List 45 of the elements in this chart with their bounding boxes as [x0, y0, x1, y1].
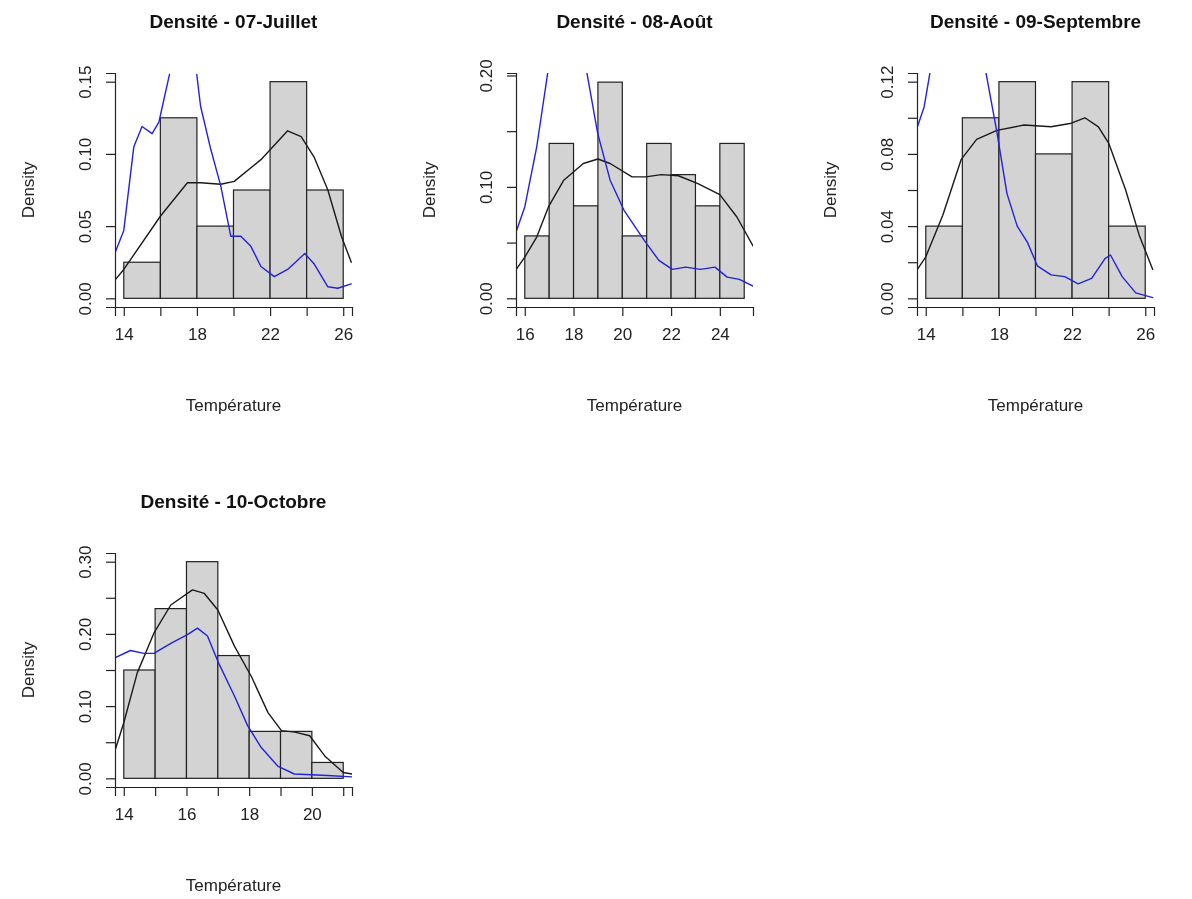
y-axis-title: Density: [19, 641, 38, 699]
x-axis-title: Température: [185, 396, 282, 415]
x-tick-label: 18: [240, 805, 260, 825]
y-tick-label: 0.20: [477, 59, 496, 93]
x-tick-label: 20: [302, 805, 322, 825]
x-tick-label: 16: [515, 325, 535, 345]
x-tick-label: 18: [187, 325, 207, 345]
y-tick-label: 0.04: [878, 210, 897, 244]
x-tick-label: 16: [177, 805, 197, 825]
y-tick-label: 0.00: [477, 282, 496, 316]
x-tick-label: 22: [1063, 325, 1083, 345]
chart-title: Densité - 10-Octobre: [140, 491, 327, 512]
chart-title: Densité - 09-Septembre: [929, 11, 1142, 32]
x-tick-label: 22: [261, 325, 281, 345]
y-tick-label: 0.12: [878, 65, 897, 99]
x-tick-label: 18: [564, 325, 584, 345]
x-tick-label: 14: [916, 325, 936, 345]
y-tick-label: 0.00: [76, 762, 95, 796]
x-tick-label: 14: [114, 325, 134, 345]
x-tick-label: 14: [114, 805, 134, 825]
y-tick-label: 0.10: [76, 690, 95, 724]
x-tick-label: 26: [1136, 325, 1156, 345]
y-tick-label: 0.20: [76, 617, 95, 651]
x-tick-label: 22: [662, 325, 682, 345]
x-axis-title: Température: [987, 396, 1084, 415]
line-series: [115, 627, 352, 778]
y-tick-label: 0.05: [76, 210, 95, 244]
y-tick-label: 0.10: [76, 137, 95, 171]
y-tick-label: 0.30: [76, 545, 95, 579]
x-tick-label: 18: [989, 325, 1009, 345]
y-axis-title: Density: [821, 161, 840, 219]
y-axis-title: Density: [420, 161, 439, 219]
chart-title: Densité - 08-Août: [556, 11, 714, 32]
y-tick-label: 0.15: [76, 65, 95, 99]
y-tick-label: 0.00: [878, 282, 897, 316]
chart-title: Densité - 07-Juillet: [149, 11, 319, 32]
x-axis-title: Température: [586, 396, 683, 415]
y-tick-label: 0.08: [878, 137, 897, 171]
x-tick-label: 26: [334, 325, 354, 345]
y-axis-title: Density: [19, 161, 38, 219]
x-tick-label: 24: [710, 325, 730, 345]
y-tick-label: 0.10: [477, 170, 496, 204]
y-tick-label: 0.00: [76, 282, 95, 316]
x-axis-title: Température: [185, 876, 282, 895]
x-tick-label: 20: [613, 325, 633, 345]
